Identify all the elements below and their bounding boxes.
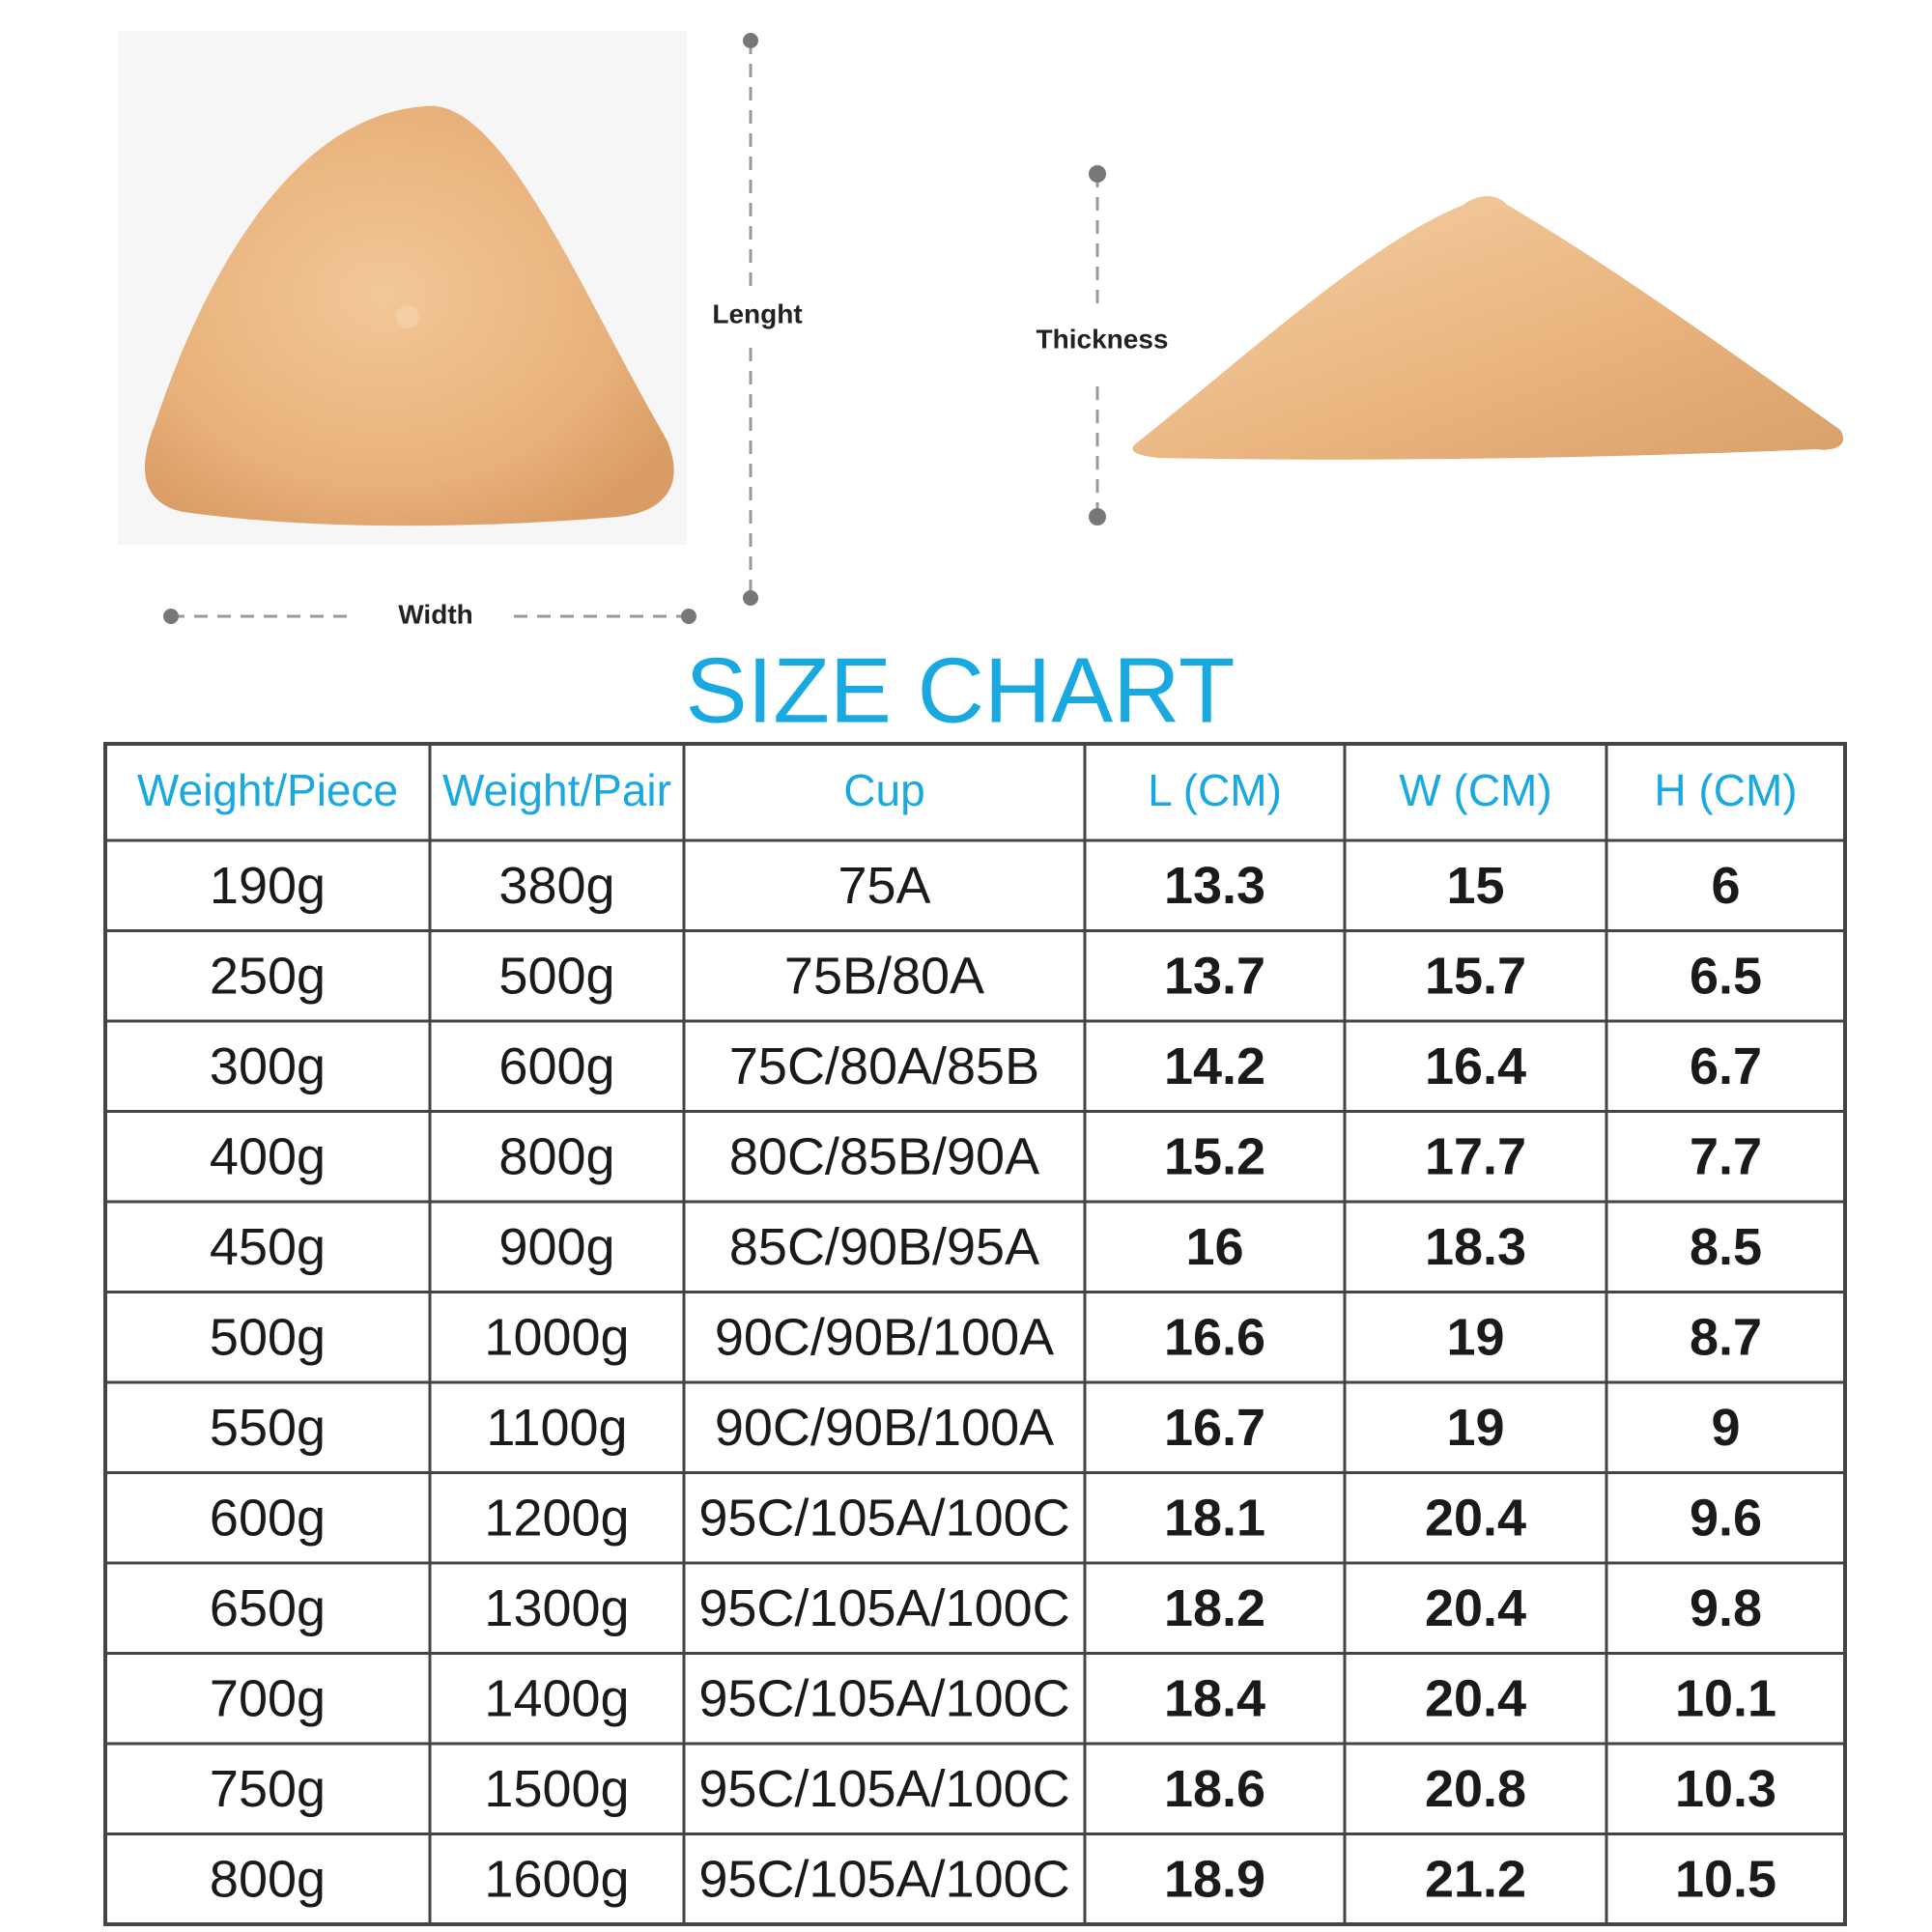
- dot: [681, 609, 696, 624]
- table-cell: 20.4: [1425, 1670, 1526, 1728]
- table-cell: 90C/90B/100A: [715, 1399, 1054, 1457]
- table-cell: 380g: [498, 857, 614, 915]
- table-cell: 1500g: [484, 1760, 629, 1818]
- table-cell: 16.4: [1425, 1037, 1526, 1095]
- table-cell: 600g: [498, 1037, 614, 1095]
- table-cell: 18.9: [1164, 1851, 1265, 1909]
- dot: [1089, 508, 1106, 526]
- table-cell: 95C/105A/100C: [698, 1490, 1069, 1548]
- table-cell: 95C/105A/100C: [698, 1579, 1069, 1637]
- table-cell: 19: [1446, 1399, 1504, 1457]
- dot: [1089, 165, 1106, 183]
- table-cell: 300g: [210, 1037, 326, 1095]
- table-cell: 190g: [210, 857, 326, 915]
- table-cell: 500g: [210, 1309, 326, 1367]
- table-cell: 8.5: [1690, 1218, 1762, 1276]
- table-cell: 19: [1446, 1309, 1504, 1367]
- table-cell: 6.5: [1690, 948, 1762, 1006]
- table-cell: 85C/90B/95A: [729, 1218, 1039, 1276]
- table-cell: 9.8: [1690, 1579, 1762, 1637]
- nipple: [396, 305, 419, 328]
- table-cell: 1100g: [486, 1399, 627, 1457]
- dot: [743, 590, 758, 606]
- table-cell: 95C/105A/100C: [698, 1670, 1069, 1728]
- table-cell: 18.4: [1164, 1670, 1265, 1728]
- table-cell: 18.2: [1164, 1579, 1265, 1637]
- table-cell: 1400g: [484, 1670, 629, 1728]
- table-cell: 18.6: [1164, 1760, 1265, 1818]
- table-cell: 450g: [210, 1218, 326, 1276]
- dot: [743, 33, 758, 48]
- length-label: Lenght: [712, 298, 802, 328]
- table-cell: 1000g: [484, 1309, 629, 1367]
- table-cell: 1200g: [484, 1490, 629, 1548]
- table-cell: 16: [1185, 1218, 1243, 1276]
- table-cell: 10.1: [1675, 1670, 1776, 1728]
- table-cell: 15: [1446, 857, 1504, 915]
- header-cell: Weight/Piece: [137, 765, 398, 815]
- table-cell: 17.7: [1425, 1128, 1526, 1186]
- table-cell: 400g: [210, 1128, 326, 1186]
- table-cell: 18.1: [1164, 1490, 1265, 1548]
- table-cell: 16.6: [1164, 1309, 1265, 1367]
- table-cell: 90C/90B/100A: [715, 1309, 1054, 1367]
- table-cell: 14.2: [1164, 1037, 1265, 1095]
- title: SIZE CHART: [686, 639, 1236, 742]
- table-cell: 650g: [210, 1579, 326, 1637]
- table-cell: 10.5: [1675, 1851, 1776, 1909]
- table-cell: 9.6: [1690, 1490, 1762, 1548]
- table-cell: 700g: [210, 1670, 326, 1728]
- table-cell: 21.2: [1425, 1851, 1526, 1909]
- table-cell: 600g: [210, 1490, 326, 1548]
- table-cell: 550g: [210, 1399, 326, 1457]
- table-cell: 16.7: [1164, 1399, 1265, 1457]
- table-cell: 13.7: [1164, 948, 1265, 1006]
- header-cell: W (CM): [1399, 765, 1551, 815]
- table-cell: 10.3: [1675, 1760, 1776, 1818]
- table-cell: 8.7: [1690, 1309, 1762, 1367]
- table: Weight/Piece Weight/Pair Cup L (CM) W (CM) H …: [103, 742, 1847, 1926]
- header-cell: L (CM): [1148, 765, 1282, 815]
- table-cell: 75A: [838, 857, 930, 915]
- table-cell: 15.2: [1164, 1128, 1265, 1186]
- table-cell: 75C/80A/85B: [729, 1037, 1039, 1095]
- table-cell: 95C/105A/100C: [698, 1851, 1069, 1909]
- table-cell: 13.3: [1164, 857, 1265, 915]
- header-cell: Cup: [843, 765, 924, 815]
- table-cell: 6: [1711, 857, 1740, 915]
- header-cell: Weight/Pair: [442, 765, 671, 815]
- table-cell: 18.3: [1425, 1218, 1526, 1276]
- thickness-label: Thickness: [1037, 324, 1169, 354]
- table-border: [103, 742, 1847, 1926]
- table-cell: 900g: [498, 1218, 614, 1276]
- breast-form-side: [1132, 196, 1844, 460]
- table-cell: 6.7: [1690, 1037, 1762, 1095]
- table-cell: 95C/105A/100C: [698, 1760, 1069, 1818]
- table-cell: 20.4: [1425, 1490, 1526, 1548]
- table-cell: 750g: [210, 1760, 326, 1818]
- width-label: Width: [398, 599, 473, 629]
- table-cell: 20.4: [1425, 1579, 1526, 1637]
- table-cell: 80C/85B/90A: [729, 1128, 1039, 1186]
- table-cell: 1600g: [484, 1851, 629, 1909]
- table-cell: 7.7: [1690, 1128, 1762, 1186]
- dot: [163, 609, 179, 624]
- table-cell: 800g: [498, 1128, 614, 1186]
- table-cell: 75B/80A: [784, 948, 984, 1006]
- table-cell: 1300g: [484, 1579, 629, 1637]
- table-cell: 250g: [210, 948, 326, 1006]
- table-cell: 800g: [210, 1851, 326, 1909]
- header-cell: H (CM): [1654, 765, 1797, 815]
- table-cell: 20.8: [1425, 1760, 1526, 1818]
- table-cell: 15.7: [1425, 948, 1526, 1006]
- table-cell: 9: [1711, 1399, 1740, 1457]
- table-cell: 500g: [498, 948, 614, 1006]
